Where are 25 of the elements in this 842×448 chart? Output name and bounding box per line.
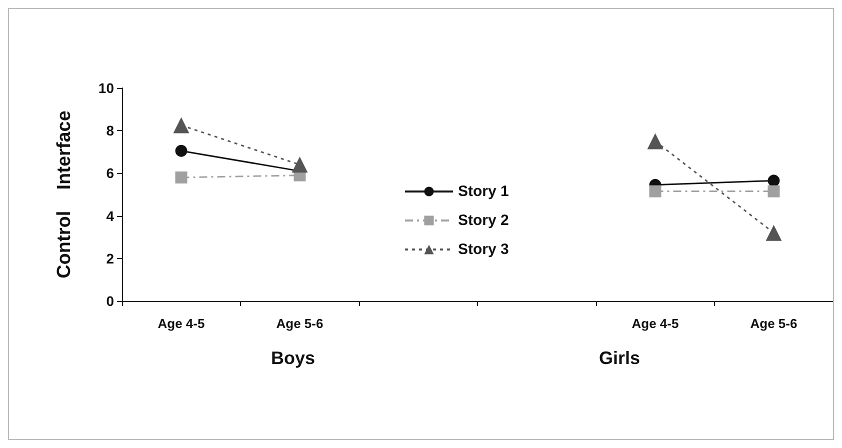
y-tick-label: 2: [106, 250, 114, 266]
point: [766, 224, 782, 241]
point: [173, 117, 190, 134]
x-tick-label: Age 4-5: [158, 316, 205, 331]
legend-label: Story 3: [458, 241, 509, 258]
point: [175, 144, 188, 157]
legend-label: Story 1: [458, 183, 509, 200]
point: [292, 156, 308, 173]
y-tick-label: 8: [106, 122, 114, 139]
x-tick-label: Age 5-6: [750, 316, 798, 331]
y-tick-label: 6: [106, 165, 114, 182]
point: [647, 133, 664, 150]
point: [649, 185, 662, 198]
point: [768, 174, 780, 187]
y-axis-title: Control Interface: [54, 110, 75, 278]
x-tick-label: Age 5-6: [276, 316, 324, 331]
text: Boys: [271, 348, 316, 368]
x-tick-label: Age 4-5: [632, 316, 679, 331]
point: [175, 171, 188, 184]
y-tick-label: 10: [98, 80, 114, 96]
y-tick-label: 4: [106, 208, 114, 224]
point: [768, 185, 780, 198]
text: Girls: [599, 348, 640, 368]
y-tick-label: 0: [106, 293, 114, 309]
legend-label: Story 2: [458, 212, 509, 229]
